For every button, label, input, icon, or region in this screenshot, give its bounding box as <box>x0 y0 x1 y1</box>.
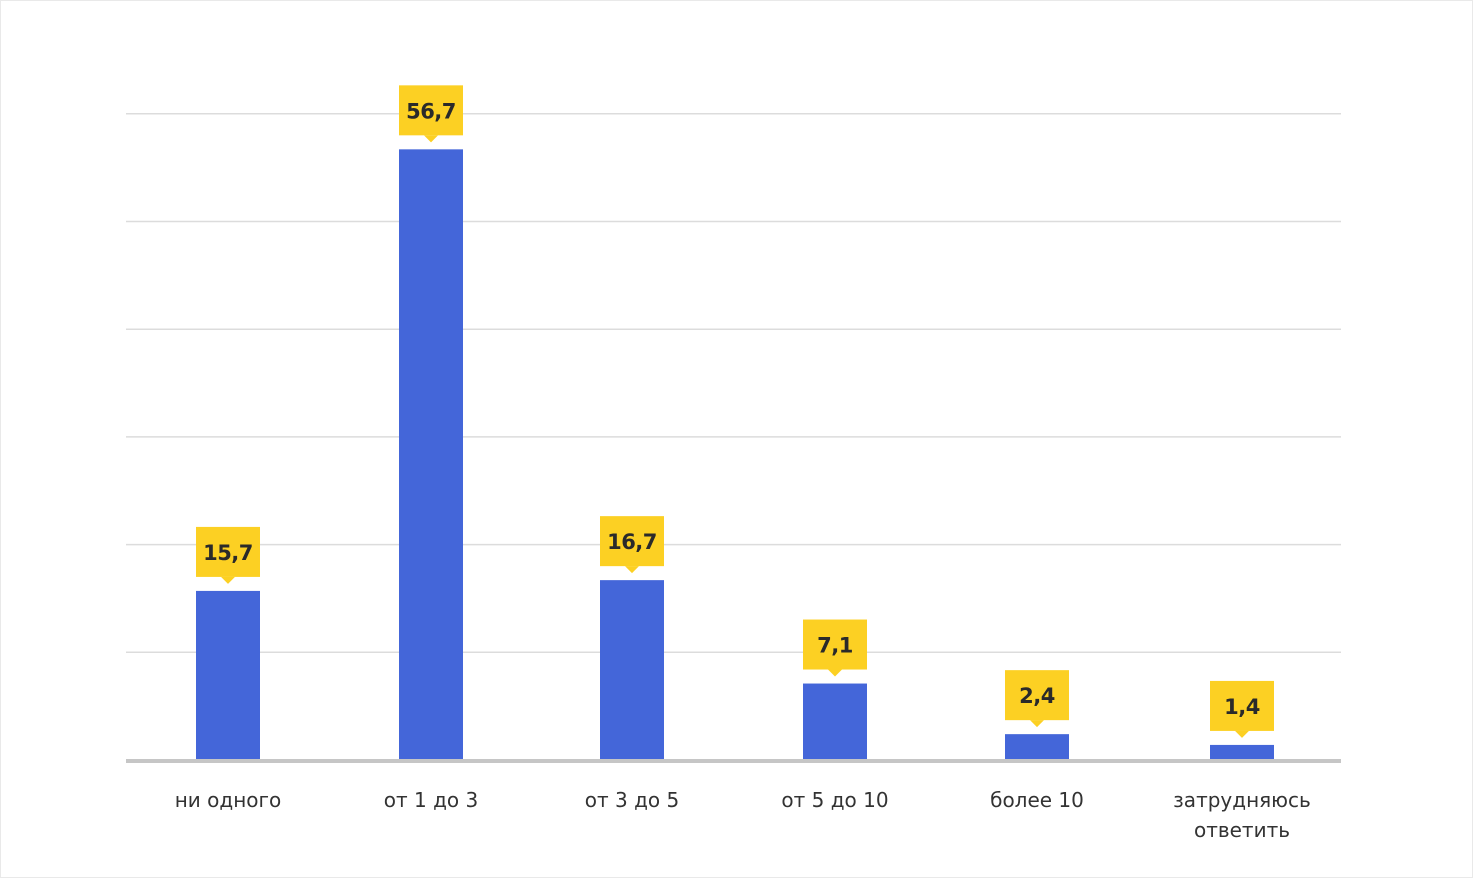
bars <box>196 149 1274 760</box>
bar-3 <box>600 580 664 760</box>
data-label-pointer <box>828 669 842 677</box>
data-label-box <box>399 85 463 136</box>
gridlines <box>126 113 1341 654</box>
data-label-text: 15,7 <box>203 541 253 565</box>
data-label-6: 1,4 <box>1210 680 1274 738</box>
data-label-1: 15,7 <box>196 526 260 584</box>
data-label-3: 16,7 <box>600 516 664 574</box>
x-tick-label: ни одного <box>175 788 282 812</box>
x-tick-label: затрудняюсь <box>1173 788 1311 812</box>
x-tick-label: от 3 до 5 <box>585 788 679 812</box>
data-label-4: 7,1 <box>803 619 867 677</box>
data-label-text: 7,1 <box>817 634 853 658</box>
data-label-pointer <box>625 566 639 574</box>
data-label-text: 2,4 <box>1019 684 1055 708</box>
data-label-5: 2,4 <box>1005 670 1069 728</box>
data-label-text: 16,7 <box>607 530 657 554</box>
bar-1 <box>196 590 260 760</box>
data-labels: 15,7 56,7 16,7 7,1 2,4 1,4 <box>196 85 1274 738</box>
data-label-pointer <box>1030 720 1044 728</box>
bar-4 <box>803 683 867 760</box>
data-label-box <box>196 526 260 577</box>
x-axis-tick-labels: ни одного от 1 до 3 от 3 до 5 от 5 до 10 бол… <box>175 788 1311 842</box>
data-label-box <box>600 516 664 567</box>
bar-6 <box>1210 744 1274 760</box>
data-label-pointer <box>424 135 438 143</box>
data-label-pointer <box>1235 730 1249 738</box>
x-tick-label: более 10 <box>990 788 1084 812</box>
data-label-box <box>1210 680 1274 731</box>
data-label-text: 56,7 <box>406 99 456 123</box>
data-label-2: 56,7 <box>399 85 463 143</box>
bar-2 <box>399 149 463 760</box>
data-label-text: 1,4 <box>1224 695 1260 719</box>
x-tick-label: ответить <box>1194 818 1290 842</box>
data-label-pointer <box>221 576 235 584</box>
x-tick-label: от 1 до 3 <box>384 788 478 812</box>
data-label-box <box>803 619 867 670</box>
x-tick-label: от 5 до 10 <box>781 788 888 812</box>
data-label-box <box>1005 670 1069 721</box>
bar-5 <box>1005 734 1069 760</box>
